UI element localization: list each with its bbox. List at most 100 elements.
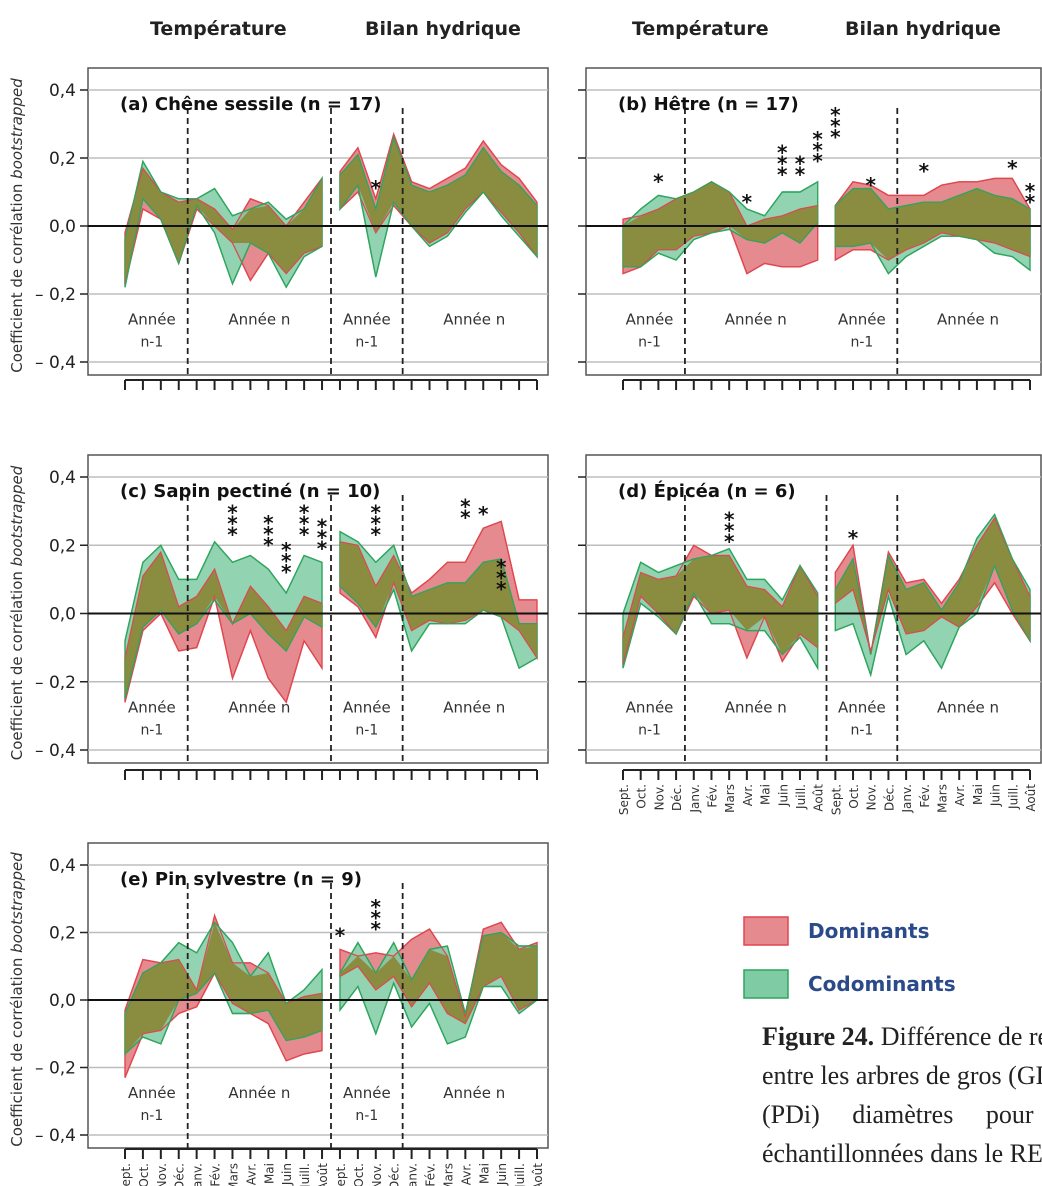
year-prev-sublabel: n-1 — [140, 722, 163, 738]
dominants-line — [339, 580, 538, 659]
dominants-line — [834, 177, 1031, 210]
month-tick-label: Mai — [262, 1163, 276, 1184]
year-prev-sublabel: n-1 — [355, 722, 378, 738]
significance-mark: * — [812, 149, 823, 173]
codominants-line — [622, 181, 818, 227]
y-tick-label: 0,2 — [49, 924, 76, 944]
month-tick-label: Janv. — [406, 1163, 420, 1186]
month-tick-label: Janv. — [688, 784, 702, 813]
codominants-line — [339, 931, 537, 1014]
caption-line-4: échantillonnées dans le RENECOF — [762, 1139, 1042, 1168]
significance-mark: * — [496, 566, 507, 590]
significance-mark: * — [299, 501, 310, 525]
legend-swatch-codominants — [743, 969, 789, 999]
y-tick-label: – 0,4 — [35, 1126, 76, 1146]
y-axis-label: Coefficient de corrélation bootstrapped — [8, 852, 26, 1147]
month-tick-label: Juill. — [1006, 784, 1020, 810]
significance-mark: * — [227, 501, 238, 525]
panel-a: (a) Chêne sessile (n = 17) Année n-1 Année n… — [8, 67, 549, 390]
significance-mark: * — [724, 518, 735, 542]
significance-mark: * — [1007, 156, 1018, 180]
significance-mark: * — [460, 495, 471, 519]
significance-mark: * — [812, 138, 823, 162]
significance-mark: * — [496, 577, 507, 601]
y-tick-label: – 0,4 — [35, 741, 76, 761]
dominants-line — [622, 595, 819, 665]
y-tick-label: – 0,4 — [35, 353, 76, 373]
year-prev-sublabel: n-1 — [140, 1108, 163, 1124]
significance-mark: * — [263, 511, 274, 535]
significance-mark: * — [460, 506, 471, 530]
codominants-line — [622, 591, 819, 669]
month-tick-label: Sept. — [334, 1163, 348, 1186]
year-prev-label: Année — [626, 311, 674, 329]
dominants-line — [835, 232, 1031, 261]
month-tick-label: Sept. — [119, 1163, 133, 1186]
y-axis-label: Coefficient de corrélation bootstrapped — [8, 78, 26, 373]
dominants-line — [339, 132, 538, 203]
legend-label-dominants: Dominants — [808, 919, 929, 943]
y-tick-label: – 0,2 — [35, 673, 76, 693]
y-axis-label-main: Coefficient de corrélation — [8, 953, 26, 1147]
codominants-line — [124, 971, 323, 1055]
significance-mark: * — [371, 895, 382, 919]
year-prev-label: Année — [626, 698, 674, 716]
overlap-band — [835, 518, 1030, 655]
month-tick-label: Fév. — [209, 1163, 223, 1186]
panel-title: (a) Chêne sessile (n = 17) — [120, 94, 381, 115]
significance-mark: * — [724, 507, 735, 531]
overlap-band — [835, 188, 1030, 260]
overlap-band — [623, 181, 818, 267]
codominants-line — [124, 921, 323, 1014]
year-current-label: Année n — [725, 311, 787, 329]
codominants-line — [834, 187, 1031, 210]
month-tick-label: Août — [316, 1163, 330, 1186]
year-prev-label: Année — [343, 311, 391, 329]
overlap-band — [340, 541, 537, 658]
codominants-line — [339, 135, 538, 212]
significance-mark: * — [371, 512, 382, 536]
month-tick-label: Août — [1024, 784, 1038, 812]
dominants-line — [124, 207, 323, 284]
y-tick-label: 0,0 — [49, 991, 76, 1011]
month-tick-label: Nov. — [370, 1163, 384, 1186]
significance-mark: * — [371, 906, 382, 930]
year-prev-label: Année — [128, 698, 176, 716]
significance-mark: * — [317, 514, 328, 538]
significance-mark: * — [317, 525, 328, 549]
year-prev-sublabel: n-1 — [355, 1108, 378, 1124]
month-tick-label: Juin — [495, 1163, 509, 1186]
codominants-line — [834, 513, 1031, 655]
significance-mark: * — [724, 529, 735, 553]
year-current-label: Année n — [228, 311, 290, 329]
month-tick-label: Juin — [776, 784, 790, 807]
y-axis-label-main: Coefficient de corrélation — [8, 179, 26, 373]
dominants-line — [622, 544, 819, 638]
month-tick-label: Nov. — [155, 1163, 169, 1186]
year-current-label: Année n — [228, 1084, 290, 1102]
month-tick-label: Mars — [441, 1163, 455, 1186]
significance-mark: * — [496, 555, 507, 579]
codominants-line — [124, 540, 323, 641]
column-header: Bilan hydrique — [365, 18, 521, 40]
month-tick-label: Nov. — [652, 784, 666, 810]
year-current-label: Année n — [443, 1084, 505, 1102]
panel-title: (b) Hêtre (n = 17) — [618, 94, 799, 115]
y-tick-label: 0,4 — [49, 468, 76, 488]
y-tick-label: 0,0 — [49, 605, 76, 625]
month-tick-label: Juill. — [513, 1163, 527, 1186]
legend-swatch-dominants — [743, 916, 789, 946]
overlap-band — [125, 922, 322, 1054]
dominants-line — [124, 594, 323, 704]
month-tick-label: Janv. — [900, 784, 914, 813]
panel-title: (e) Pin sylvestre (n = 9) — [120, 869, 362, 890]
dominants-line — [834, 581, 1031, 654]
y-axis-label-italic: bootstrapped — [8, 465, 26, 566]
significance-mark: * — [830, 103, 841, 127]
significance-mark: * — [1025, 179, 1036, 203]
month-tick-label: Juill. — [298, 1163, 312, 1186]
panel-e: (e) Pin sylvestre (n = 9) Année n-1 Année n-… — [8, 842, 549, 1186]
overlap-band — [340, 932, 537, 1024]
significance-mark: * — [653, 169, 664, 193]
significance-mark: * — [281, 538, 292, 562]
